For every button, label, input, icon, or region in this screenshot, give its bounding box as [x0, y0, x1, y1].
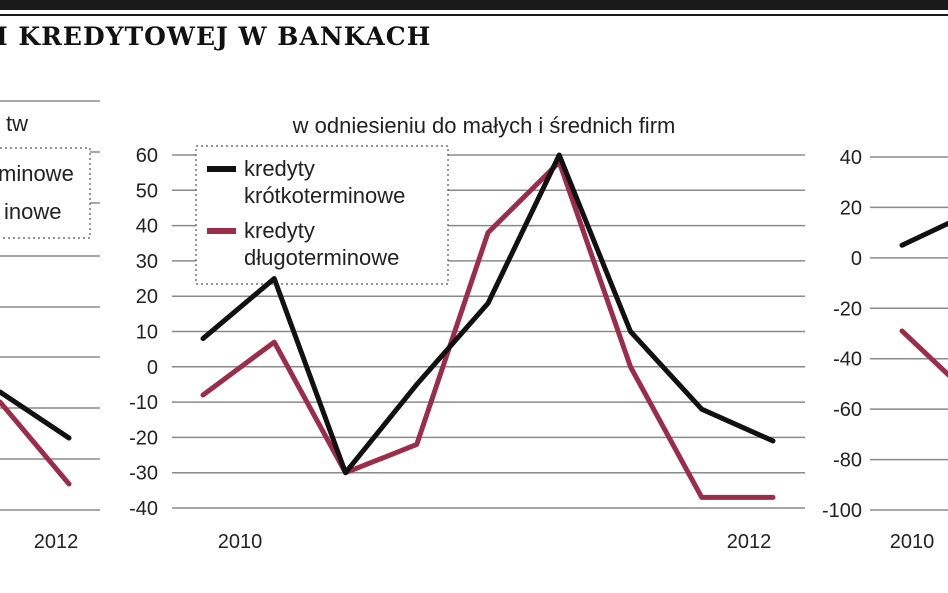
y-tick-label: 50 [136, 180, 158, 202]
y-tick-label: 40 [840, 147, 862, 169]
chart-subtitle: w odniesieniu do małych i średnich firm [292, 113, 676, 138]
y-tick-label: -20 [129, 427, 158, 449]
y-tick-label: 40 [136, 216, 158, 238]
top-rule [0, 0, 948, 10]
y-tick-label: -10 [129, 392, 158, 414]
legend-label: minowe [0, 161, 74, 186]
y-tick-label: 20 [840, 197, 862, 219]
legend: kredytykrótkoterminowekredytydługotermin… [195, 145, 449, 285]
series-line [899, 328, 948, 378]
x-tick-label: 2012 [727, 531, 772, 553]
legend-label: kredyty [244, 156, 315, 181]
y-tick-label: 0 [147, 357, 158, 379]
right-chart: 40 20 0 -20 -40 -60 -80 -100 2010 [822, 147, 948, 553]
y-tick-label: 10 [136, 322, 158, 344]
y-tick-label: -30 [129, 463, 158, 485]
series-line [200, 152, 776, 476]
y-tick-label: 60 [136, 145, 158, 167]
series-line [899, 220, 948, 248]
left-chart: tw minowe inowe 2012 [0, 100, 100, 553]
legend-label: długoterminowe [244, 245, 399, 270]
page-title: I KREDYTOWEJ W BANKACH [0, 22, 432, 51]
legend-label: krótkoterminowe [244, 183, 405, 208]
x-tick-label: 2010 [218, 531, 263, 553]
y-tick-label: 0 [851, 248, 862, 270]
chart-subtitle: tw [6, 111, 28, 136]
legend-box [195, 145, 449, 285]
x-tick-label: 2010 [890, 531, 935, 553]
legend-label: inowe [4, 199, 61, 224]
y-tick-label: -60 [833, 399, 862, 421]
y-tick-label: -40 [833, 349, 862, 371]
top-thin-rule [0, 14, 948, 16]
y-tick-label: -100 [822, 500, 862, 522]
legend-box [0, 147, 91, 239]
y-tick-label: -40 [129, 498, 158, 520]
x-tick-label: 2012 [34, 531, 79, 553]
y-tick-label: 30 [136, 251, 158, 273]
series-line [200, 159, 776, 500]
series-line [0, 399, 72, 487]
y-tick-label: -20 [833, 298, 862, 320]
legend-label: kredyty [244, 218, 315, 243]
y-tick-label: 20 [136, 286, 158, 308]
series-line [0, 389, 72, 441]
y-tick-label: -80 [833, 450, 862, 472]
